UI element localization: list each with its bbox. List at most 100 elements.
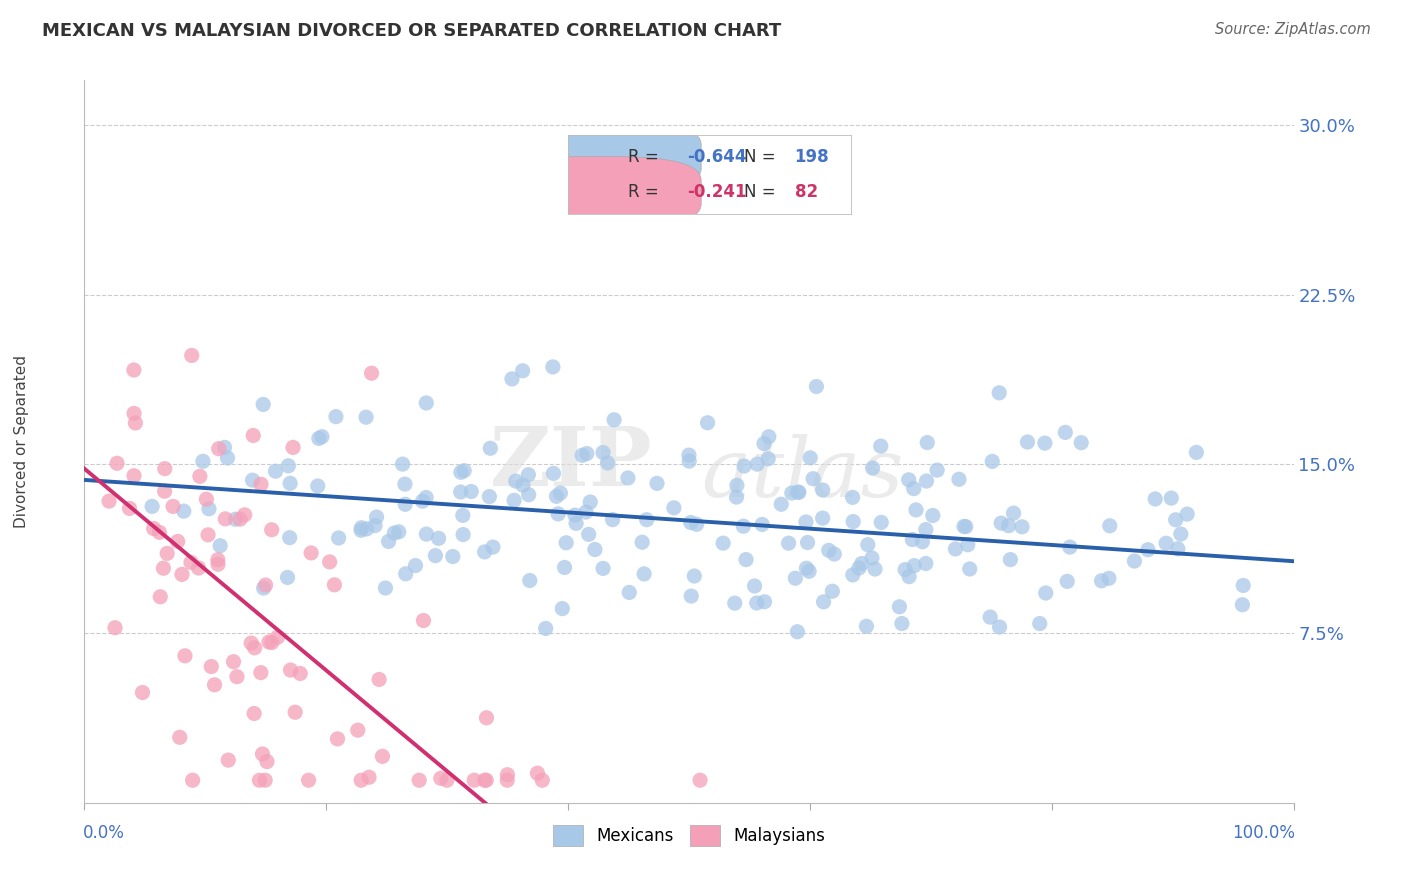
Point [217, 450, 239, 465]
Point [890, 616, 912, 631]
Point [479, 442, 502, 456]
Point [364, 518, 387, 533]
Point [224, 512, 246, 526]
Point [1154, 536, 1177, 550]
Point [166, 534, 188, 549]
Point [751, 517, 773, 532]
Point [118, 501, 141, 516]
Point [318, 555, 340, 569]
Point [394, 497, 416, 511]
Point [122, 363, 145, 377]
Point [249, 773, 271, 788]
Point [596, 456, 619, 470]
Point [326, 731, 349, 746]
Point [451, 527, 474, 541]
Point [503, 493, 526, 508]
Point [1144, 491, 1167, 506]
Point [281, 441, 304, 455]
Point [894, 563, 917, 577]
Point [914, 557, 936, 571]
Point [945, 541, 967, 556]
Point [956, 538, 979, 552]
Point [1164, 513, 1187, 527]
Point [735, 552, 758, 566]
Point [689, 773, 711, 788]
Point [678, 454, 700, 468]
Point [1002, 506, 1025, 520]
Point [257, 635, 280, 649]
Point [1029, 616, 1052, 631]
Point [153, 461, 176, 475]
Point [683, 569, 706, 583]
Point [204, 678, 226, 692]
Point [122, 406, 145, 420]
Text: 100.0%: 100.0% [1232, 824, 1295, 842]
Point [260, 523, 283, 537]
Point [1033, 436, 1056, 450]
Point [180, 348, 202, 362]
Point [603, 413, 626, 427]
Point [243, 640, 266, 655]
Point [395, 566, 418, 581]
Point [436, 773, 458, 788]
Point [323, 578, 346, 592]
Point [105, 456, 128, 470]
Point [903, 558, 925, 573]
Point [207, 552, 229, 566]
Point [619, 585, 641, 599]
Point [747, 457, 769, 471]
Point [869, 439, 891, 453]
Point [311, 430, 333, 444]
Point [280, 663, 302, 677]
Point [733, 519, 755, 533]
Text: ZIP: ZIP [491, 423, 652, 503]
Point [1232, 598, 1254, 612]
Point [592, 561, 614, 575]
Point [575, 505, 598, 519]
Point [141, 500, 163, 514]
Point [191, 454, 214, 468]
Point [817, 543, 839, 558]
Point [785, 571, 807, 585]
Point [592, 445, 614, 459]
Point [243, 706, 266, 721]
Point [519, 574, 541, 588]
Text: -0.241: -0.241 [688, 183, 747, 202]
Point [758, 430, 780, 444]
Point [356, 522, 378, 536]
Point [277, 570, 299, 584]
Point [346, 723, 368, 738]
Point [550, 486, 572, 500]
FancyBboxPatch shape [495, 157, 702, 227]
Point [412, 494, 434, 508]
Point [297, 773, 319, 788]
Point [1098, 571, 1121, 585]
Point [388, 524, 411, 539]
Point [384, 526, 406, 541]
Point [252, 747, 274, 761]
Point [711, 536, 734, 550]
Point [841, 491, 863, 505]
Point [357, 770, 380, 784]
Text: 0.0%: 0.0% [83, 824, 125, 842]
Point [450, 465, 472, 479]
Point [1167, 541, 1189, 556]
Point [505, 474, 527, 488]
Point [350, 521, 373, 535]
Point [1054, 425, 1077, 440]
Point [543, 467, 565, 481]
Point [733, 458, 755, 473]
Point [187, 561, 209, 575]
Point [131, 685, 153, 699]
Text: R =: R = [627, 148, 664, 166]
Point [214, 512, 236, 526]
Point [415, 491, 437, 505]
Point [1123, 554, 1146, 568]
Point [104, 621, 127, 635]
Point [1136, 542, 1159, 557]
Point [214, 441, 236, 455]
Point [745, 596, 768, 610]
Point [460, 484, 482, 499]
Point [412, 614, 434, 628]
Point [475, 711, 498, 725]
